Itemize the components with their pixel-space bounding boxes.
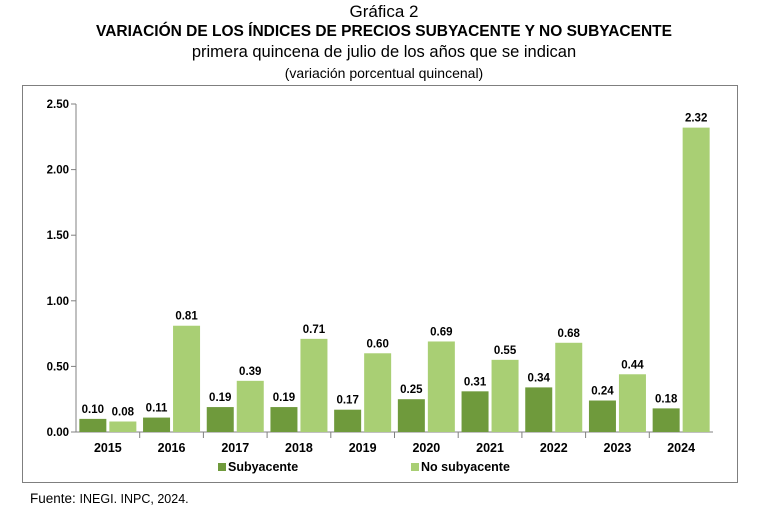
y-tick-label-0: 0.00 [47,427,69,439]
data-label-no-subyacente-2022: 0.68 [558,328,581,340]
data-label-no-subyacente-2024: 2.32 [685,113,707,125]
bar-no-subyacente-2021 [491,359,519,432]
source-text: INEGI. INPC, 2024. [79,492,189,506]
legend-label-no-subyacente: No subyacente [421,460,510,474]
data-label-no-subyacente-2023: 0.44 [621,359,644,371]
bar-no-subyacente-2022 [555,342,583,432]
y-tick-label-3: 1.50 [47,230,69,242]
bar-subyacente-2022 [525,387,553,432]
chart-title: VARIACIÓN DE LOS ÍNDICES DE PRECIOS SUBY… [96,23,672,40]
x-tick-label-2021: 2021 [476,441,504,455]
bar-subyacente-2019 [334,409,362,432]
x-tick-label-2017: 2017 [221,441,249,455]
bar-subyacente-2018 [270,407,298,432]
bar-chart: 0.00 0.50 1.00 1.50 2.00 2.50 0.10 0.08 2015 0.11… [47,99,713,474]
source-label: Fuente: [30,491,76,506]
data-label-subyacente-2020: 0.25 [400,384,423,396]
chart-frame: 0.00 0.50 1.00 1.50 2.00 2.50 0.10 0.08 2015 0.11… [22,85,738,483]
x-tick-label-2022: 2022 [540,441,568,455]
y-tick-label-4: 2.00 [47,165,69,177]
x-tick-label-2018: 2018 [285,441,313,455]
x-tick-label-2020: 2020 [412,441,440,455]
data-label-subyacente-2024: 0.18 [655,393,678,405]
bar-subyacente-2017 [206,407,234,432]
bar-subyacente-2015 [79,418,107,432]
bar-no-subyacente-2015 [109,421,137,432]
bar-subyacente-2016 [143,417,171,432]
data-label-no-subyacente-2015: 0.08 [112,407,135,419]
y-tick-label-1: 0.50 [47,361,69,373]
data-label-subyacente-2021: 0.31 [464,376,487,388]
bar-no-subyacente-2016 [173,325,201,432]
source-note: Fuente: INEGI. INPC, 2024. [30,491,189,506]
data-label-no-subyacente-2020: 0.69 [430,326,452,338]
bar-no-subyacente-2018 [300,338,328,432]
x-tick-label-2015: 2015 [94,441,122,455]
legend-label-subyacente: Subyacente [228,460,298,474]
data-label-no-subyacente-2017: 0.39 [239,366,261,378]
data-label-subyacente-2023: 0.24 [591,386,614,398]
data-label-no-subyacente-2019: 0.60 [366,338,388,350]
chart-subtitle: primera quincena de julio de los años qu… [191,43,577,61]
bar-no-subyacente-2024 [682,127,710,432]
y-tick-label-5: 2.50 [47,99,69,111]
data-label-subyacente-2018: 0.19 [273,392,295,404]
x-tick-label-2019: 2019 [349,441,377,455]
bar-subyacente-2023 [588,400,616,432]
bar-subyacente-2020 [397,399,425,432]
legend-swatch-subyacente [218,463,226,471]
bar-no-subyacente-2020 [427,341,455,432]
data-label-subyacente-2015: 0.10 [82,404,104,416]
bar-no-subyacente-2019 [364,353,392,432]
x-tick-label-2016: 2016 [158,441,186,455]
data-label-subyacente-2017: 0.19 [209,392,231,404]
figure-label: Gráfica 2 [349,2,419,21]
bar-subyacente-2021 [461,391,489,432]
bar-subyacente-2024 [652,408,680,432]
y-tick-label-2: 1.00 [47,296,69,308]
data-label-subyacente-2019: 0.17 [336,395,358,407]
x-tick-label-2023: 2023 [604,441,632,455]
bar-no-subyacente-2017 [236,380,264,432]
bar-no-subyacente-2023 [618,374,646,432]
x-tick-label-2024: 2024 [667,441,695,455]
data-label-no-subyacente-2016: 0.81 [175,311,198,323]
data-label-subyacente-2022: 0.34 [528,372,551,384]
data-label-no-subyacente-2021: 0.55 [494,345,517,357]
unit-note: (variación porcentual quincenal) [284,65,484,81]
legend-swatch-no-subyacente [411,463,419,471]
data-label-no-subyacente-2018: 0.71 [303,324,326,336]
data-label-subyacente-2016: 0.11 [146,403,168,415]
